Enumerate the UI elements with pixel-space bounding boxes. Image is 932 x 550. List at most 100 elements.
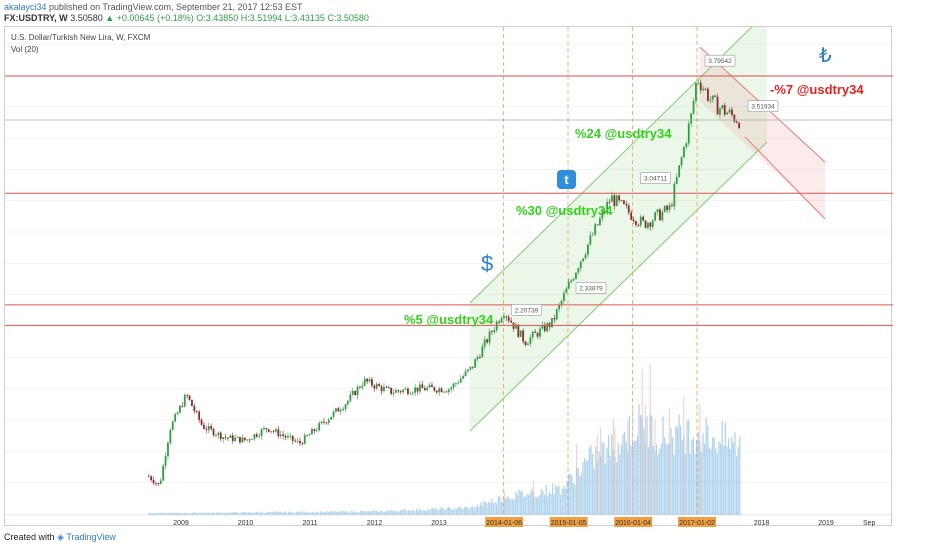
volume-bar — [207, 512, 210, 515]
volume-bar — [531, 489, 533, 515]
candle-body — [675, 176, 678, 184]
volume-spike-bar — [654, 418, 656, 515]
volume-bar — [542, 490, 544, 515]
volume-bar — [407, 510, 410, 515]
candle-body — [248, 439, 251, 441]
candle-body — [419, 384, 421, 392]
candle-body — [522, 330, 525, 342]
volume-bar — [551, 483, 554, 515]
x-tick-label: 2018 — [754, 520, 770, 527]
candle-body — [515, 324, 517, 329]
candle-body — [491, 331, 493, 333]
candle-body — [452, 383, 455, 388]
candle-body — [255, 434, 258, 437]
volume-bar — [295, 511, 298, 515]
volume-bar — [715, 448, 717, 515]
volume-bar — [491, 498, 493, 515]
candle-body — [395, 390, 397, 393]
volume-bar — [321, 512, 323, 515]
candle-body — [481, 346, 484, 358]
candle-body — [217, 432, 220, 436]
volume-bar — [398, 511, 400, 515]
candle-body — [224, 437, 227, 439]
volume-bar — [595, 446, 597, 515]
volume-bar — [593, 469, 595, 515]
candle-body — [697, 82, 700, 84]
volume-bar — [163, 512, 165, 515]
volume-bar — [719, 443, 722, 515]
candle-body — [519, 330, 522, 337]
author-link[interactable]: akalayci34 — [4, 2, 47, 12]
candle-body — [275, 429, 277, 432]
volume-bar — [587, 459, 589, 515]
candle-body — [666, 205, 669, 211]
volume-bar — [323, 511, 325, 515]
volume-bar — [523, 496, 525, 515]
candle-body — [349, 394, 352, 401]
volume-bar — [209, 513, 211, 515]
candle-body — [486, 339, 489, 343]
volume-bar — [223, 513, 226, 515]
candle-body — [680, 157, 683, 166]
candle-body — [337, 408, 340, 412]
x-tick-label: 2010 — [238, 520, 254, 527]
volume-bar — [174, 512, 176, 515]
volume-bar — [167, 512, 170, 515]
candle-body — [306, 435, 309, 437]
volume-bar — [267, 511, 269, 515]
volume-bar — [598, 451, 600, 515]
volume-bar — [710, 449, 712, 515]
volume-bar — [655, 444, 658, 515]
candle-body — [383, 386, 385, 392]
volume-bar — [201, 513, 203, 515]
callout-label: 3.51934 — [751, 104, 775, 111]
volume-bar — [500, 501, 503, 515]
volume-bar — [211, 512, 213, 515]
volume-bar — [495, 503, 498, 515]
volume-spike-bar — [644, 405, 646, 515]
candle-body — [661, 211, 664, 221]
volume-bar — [606, 447, 608, 515]
volume-bar — [332, 511, 335, 515]
volume-bar — [663, 437, 666, 515]
volume-bar — [454, 508, 456, 515]
volume-bar — [187, 513, 189, 515]
tradingview-brand[interactable]: TradingView — [66, 532, 116, 542]
volume-bar — [427, 508, 429, 515]
candle-body — [663, 205, 666, 212]
volume-bar — [318, 512, 320, 515]
tradingview-logo-icon[interactable]: ◈ — [57, 532, 64, 542]
volume-bar — [711, 437, 714, 515]
candle-body — [683, 146, 685, 158]
candle-body — [150, 476, 153, 480]
candle-body — [464, 371, 467, 377]
volume-bar — [446, 507, 448, 515]
volume-bar — [707, 425, 709, 515]
volume-bar — [371, 510, 373, 515]
volume-bar — [324, 512, 327, 515]
candle-body — [354, 391, 357, 396]
volume-bar — [396, 510, 399, 515]
x-tick-highlight — [485, 517, 524, 527]
candle-body — [591, 234, 594, 236]
volume-bar — [679, 425, 682, 515]
volume-bar — [499, 496, 501, 515]
x-tick-highlight — [614, 517, 653, 527]
volume-bar — [625, 442, 627, 515]
candle-body — [219, 432, 222, 440]
x-tick-label: 2016-01-04 — [615, 520, 651, 527]
candle-body — [678, 165, 681, 177]
candle-body — [483, 339, 486, 347]
candle-body — [325, 422, 328, 424]
volume-bar — [271, 512, 274, 515]
volume-bar — [444, 510, 447, 515]
volume-bar — [731, 436, 733, 515]
candle-body — [159, 480, 162, 484]
candle-body — [529, 337, 532, 344]
candle-body — [318, 423, 321, 431]
twitter-icon: t — [557, 170, 576, 189]
candle-body — [191, 399, 193, 407]
volume-bar — [580, 473, 583, 515]
